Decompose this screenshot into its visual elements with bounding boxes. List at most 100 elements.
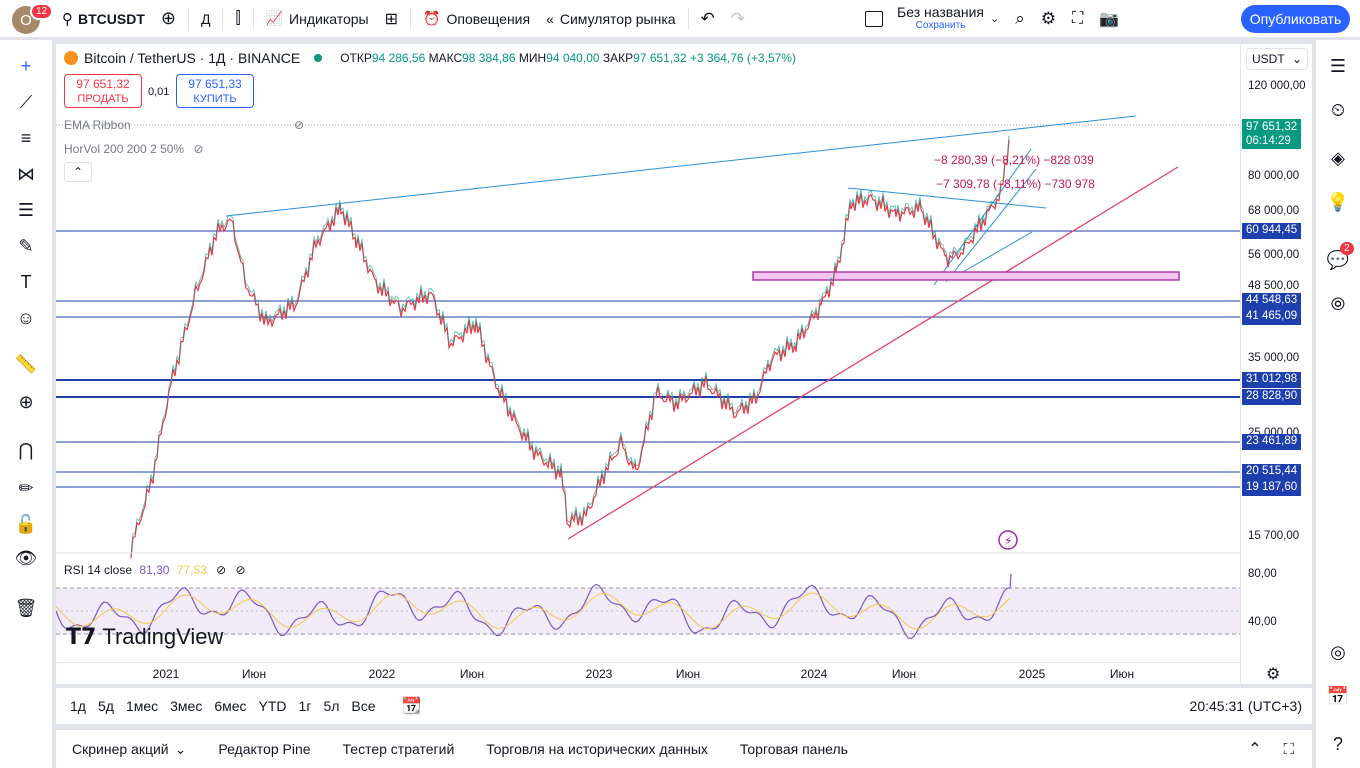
emoji-icon[interactable]: ☺ [16, 307, 36, 328]
pattern-icon[interactable]: ⋈ [17, 163, 35, 184]
symbol-search-button[interactable]: ⚲ BTCUSDT [62, 10, 145, 28]
crosshair-icon[interactable]: + [20, 55, 32, 76]
range-button[interactable]: Все [351, 698, 376, 714]
help-icon[interactable]: ? [1332, 733, 1343, 754]
zoom-in-icon[interactable]: ⊕ [18, 391, 34, 412]
fib-icon[interactable]: ☰ [17, 199, 35, 220]
target-icon[interactable]: ◎ [1330, 641, 1346, 662]
compare-symbol-button[interactable]: ⊕ [153, 0, 184, 38]
bottom-tab[interactable]: Торговля на исторических данных [486, 741, 708, 757]
wedge-trendline[interactable] [847, 187, 1047, 209]
horvol-legend[interactable]: HorVol 200 200 2 50% ⊘ [64, 142, 204, 156]
bottom-tab[interactable]: Торговая панель [739, 741, 848, 757]
price-series[interactable] [130, 139, 1010, 559]
collapse-legend-button[interactable]: ⌃ [64, 162, 92, 182]
currency-select[interactable]: USDT ⌄ [1246, 48, 1308, 70]
bottom-tab[interactable]: Редактор Pine [218, 741, 311, 757]
redo-button[interactable]: ↷ [723, 0, 753, 38]
snapshot-button[interactable]: 📷 [1091, 0, 1127, 38]
level-price-tag: 44 548,63 [1242, 293, 1302, 309]
chart-type-button[interactable]: ⫿ [227, 0, 248, 38]
range-button[interactable]: 1мес [125, 698, 159, 714]
broadcast-icon[interactable]: ⦾ [1330, 293, 1346, 314]
market-status-icon [314, 54, 323, 62]
eye-off-icon[interactable]: ⊘ [193, 142, 204, 156]
user-avatar[interactable]: O 12 [12, 3, 54, 34]
sell-button[interactable]: 97 651,32 ПРОДАТЬ [64, 74, 142, 108]
lock-icon[interactable]: 🔓 [14, 513, 38, 534]
price-axis-label: 80 000,00 [1248, 170, 1300, 182]
pencil-lock-icon[interactable]: ✏ [18, 477, 34, 498]
eye-off-icon[interactable]: ⊘ [294, 118, 305, 132]
rsi-series[interactable] [56, 573, 1012, 640]
measure-label[interactable]: −7 309,78 (−8,11%) −730 978 [936, 177, 1095, 191]
magnet-icon[interactable]: ⋂ [18, 439, 34, 460]
trash-icon[interactable]: 🗑 [14, 597, 38, 618]
text-icon[interactable]: T [20, 271, 32, 292]
ideas-icon[interactable]: 💡 [1326, 191, 1350, 212]
quick-search-button[interactable]: ⌕ [1007, 0, 1033, 38]
watchlist-icon[interactable]: ☰ [1329, 55, 1347, 76]
bottom-tab[interactable]: Тестер стратегий [342, 741, 455, 757]
price-axis[interactable] [1240, 44, 1312, 684]
supply-zone-rect[interactable] [752, 271, 1180, 281]
indicators-button[interactable]: 📈 Индикаторы [265, 10, 369, 27]
collapse-panel-icon[interactable]: ⌃ [1248, 741, 1262, 758]
resistance-trendline[interactable] [225, 115, 1137, 217]
undo-button[interactable]: ↶ [693, 0, 723, 38]
maximize-panel-icon[interactable]: ⛶ [1283, 740, 1294, 758]
fullscreen-button[interactable]: ⛶ [1064, 0, 1091, 38]
svg-text:⚡: ⚡ [1004, 534, 1012, 548]
ema-ribbon-legend[interactable]: EMA Ribbon ⊘ [64, 118, 305, 132]
eye-icon[interactable]: 👁 [14, 547, 38, 568]
range-button[interactable]: 5л [323, 698, 340, 714]
time-axis[interactable]: 2021 Июн 2022 Июн 2023 Июн 2024 Июн 2025 Июн [56, 662, 1240, 684]
clock[interactable]: 20:45:31 (UTC+3) [1189, 698, 1302, 714]
channel-line[interactable] [945, 168, 1037, 283]
chart-pane[interactable]: ⚡ Bitcoin / TetherUS · 1Д · BINANCE ОТКР… [56, 44, 1312, 684]
chevron-down-icon: ⌄ [990, 13, 1000, 25]
range-button[interactable]: 1д [70, 698, 86, 714]
range-button[interactable]: 1г [298, 698, 312, 714]
time-axis-label: 2024 [800, 667, 828, 681]
goto-date-icon[interactable]: 📆 [401, 698, 422, 715]
range-button[interactable]: 6мес [214, 698, 247, 714]
symbol-title[interactable]: Bitcoin / TetherUS · 1Д · BINANCE [84, 50, 301, 66]
replay-button[interactable]: « Симулятор рынка [546, 10, 676, 27]
publish-button[interactable]: Опубликовать [1241, 5, 1350, 33]
calendar-icon[interactable]: 📅 [1326, 685, 1350, 706]
settings-button[interactable]: ⚙ [1033, 0, 1064, 38]
level-price-tag: 19 187,60 [1242, 480, 1302, 496]
layout-button[interactable]: Без названия Сохранить ⌄ [857, 0, 1007, 38]
rsi-legend[interactable]: RSI 14 close 81,30 77,53 ⊘ ⊘ [64, 563, 246, 577]
hidden-icon[interactable]: ⊘ [235, 563, 246, 577]
rewind-icon: « [546, 10, 554, 27]
chart-canvas[interactable]: ⚡ [56, 44, 1240, 662]
settings-gear-icon[interactable]: ⚙ [1266, 666, 1281, 683]
rsi-ma-series [56, 592, 1011, 630]
range-button[interactable]: YTD [258, 698, 287, 714]
channel-line[interactable] [955, 231, 1033, 277]
alerts-button[interactable]: ⏰ Оповещения [423, 10, 531, 27]
trendline-icon[interactable]: ⟋ [19, 91, 33, 112]
hidden-icon[interactable]: ⊘ [216, 563, 227, 577]
layers-icon[interactable]: ◈ [1331, 147, 1345, 168]
horizontal-lines-icon[interactable]: ≡ [20, 127, 32, 148]
range-button[interactable]: 5д [97, 698, 114, 714]
interval-button[interactable]: Д [200, 10, 211, 27]
event-marker-icon[interactable] [998, 530, 1018, 550]
buy-button[interactable]: 97 651,33 КУПИТЬ [176, 74, 254, 108]
time-axis-label: 2025 [1018, 667, 1046, 681]
top-toolbar: O 12 ⚲ BTCUSDT ⊕ Д ⫿ 📈 Индикаторы ⊞ ⏰ Оп… [0, 0, 1360, 38]
bottom-tab[interactable]: Скринер акций ⌄ [72, 740, 187, 758]
support-trendline[interactable] [567, 166, 1179, 540]
ruler-icon[interactable]: 📏 [14, 353, 38, 374]
templates-button[interactable]: ⊞ [377, 0, 406, 38]
brush-icon[interactable]: ✎ [18, 235, 34, 256]
tv-logo-icon: 𝗧𝟳 [66, 624, 97, 649]
measure-label[interactable]: −8 280,39 (−8,21%) −828 039 [934, 153, 1094, 167]
time-axis-label: Июн [459, 667, 485, 681]
range-button[interactable]: 3мес [170, 698, 203, 714]
tradingview-watermark: 𝗧𝟳 TradingView [66, 624, 224, 649]
alarm-clock-icon[interactable]: ⏲ [1330, 99, 1346, 120]
